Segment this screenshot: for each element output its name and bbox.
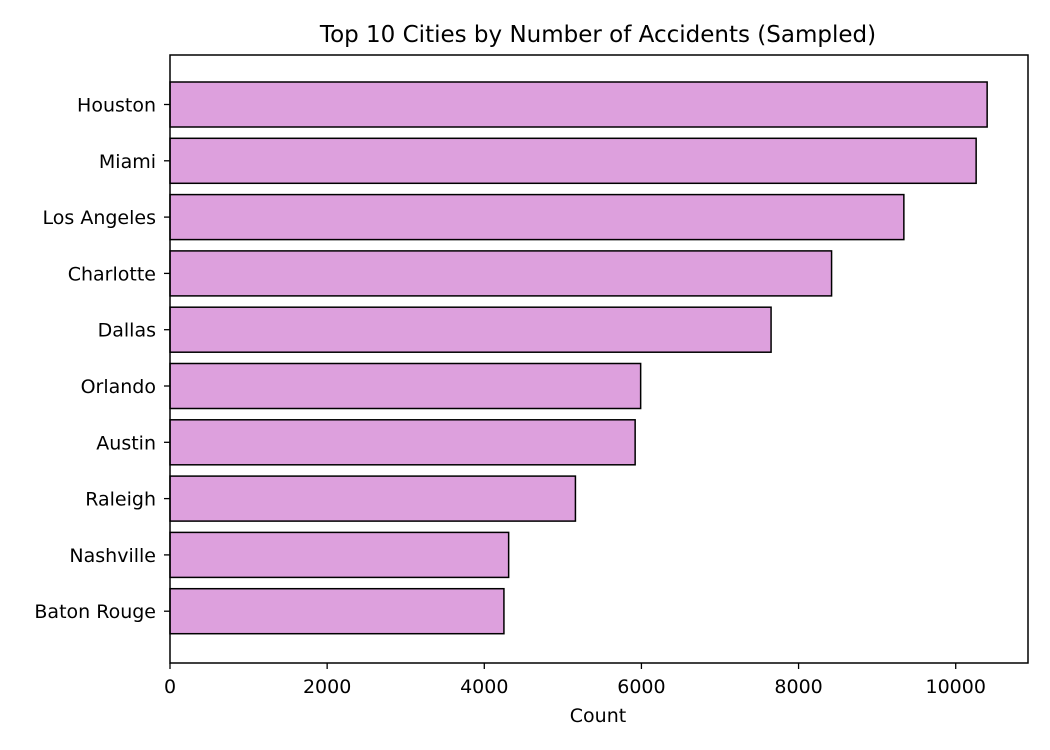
bar-los-angeles bbox=[169, 193, 905, 241]
bar-nashville bbox=[169, 531, 510, 579]
bar-houston bbox=[169, 81, 988, 128]
y-ticks-group: Houston Miami Los Angeles Charlotte Dallas Or… bbox=[34, 95, 170, 623]
bar-dallas bbox=[169, 306, 772, 353]
bar-orlando bbox=[169, 362, 642, 410]
y-tick-label-dallas: Dallas bbox=[98, 320, 156, 342]
y-tick-label-houston: Houston bbox=[77, 95, 156, 117]
bar-raleigh bbox=[169, 475, 577, 522]
y-tick-label-nashville: Nashville bbox=[69, 545, 156, 567]
chart-title: Top 10 Cities by Number of Accidents (Sa… bbox=[319, 22, 876, 48]
y-tick-label-los-angeles: Los Angeles bbox=[43, 207, 156, 229]
x-tick-label-2000: 2000 bbox=[303, 676, 351, 698]
y-tick-label-charlotte: Charlotte bbox=[68, 263, 156, 285]
x-ticks-group: 0 2000 4000 6000 8000 10000 bbox=[164, 663, 986, 698]
y-tick-label-baton-rouge: Baton Rouge bbox=[34, 601, 156, 623]
x-tick-label-8000: 8000 bbox=[774, 676, 822, 698]
y-tick-label-orlando: Orlando bbox=[81, 376, 156, 398]
bar-austin bbox=[169, 419, 636, 466]
x-tick-label-10000: 10000 bbox=[925, 676, 985, 698]
bar-charlotte bbox=[169, 250, 833, 297]
plot-frame bbox=[169, 54, 1029, 664]
x-tick-label-4000: 4000 bbox=[460, 676, 508, 698]
bars-group bbox=[169, 81, 988, 635]
y-tick-label-miami: Miami bbox=[99, 151, 156, 173]
y-tick-label-austin: Austin bbox=[96, 432, 156, 454]
x-tick-label-0: 0 bbox=[164, 676, 176, 698]
y-tick-label-raleigh: Raleigh bbox=[85, 489, 156, 511]
x-axis-label: Count bbox=[570, 705, 626, 727]
x-tick-label-6000: 6000 bbox=[617, 676, 665, 698]
bar-baton-rouge bbox=[169, 587, 505, 635]
bar-miami bbox=[169, 137, 977, 185]
